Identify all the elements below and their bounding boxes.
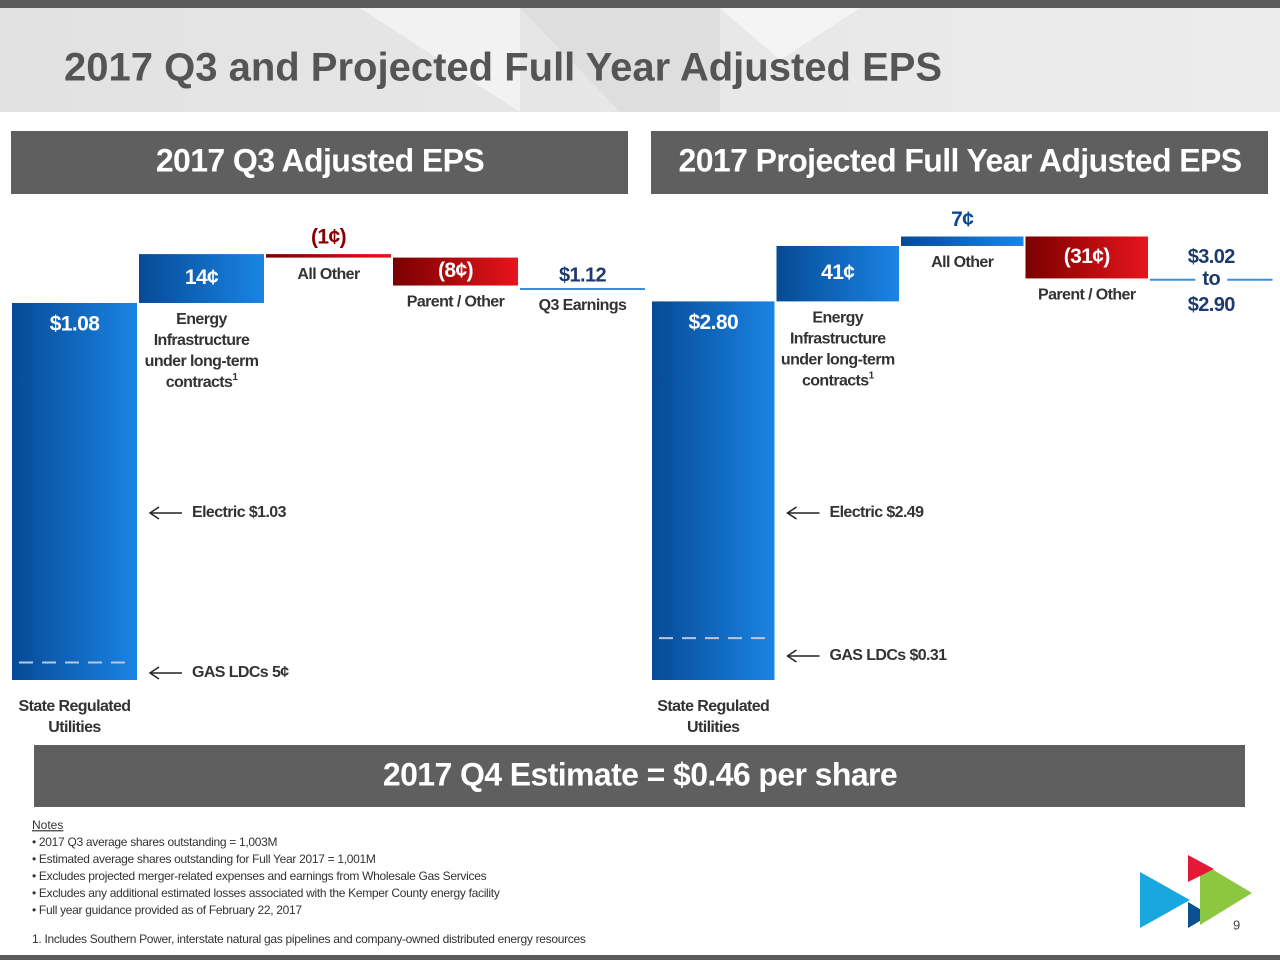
header-decor <box>360 8 520 112</box>
value-label: $1.12 <box>559 264 607 286</box>
note-item: • Excludes projected merger-related expe… <box>32 869 487 883</box>
category-label: contracts1 <box>166 372 239 391</box>
value-label: 14¢ <box>185 266 219 289</box>
logo <box>1140 872 1190 928</box>
value-label: (1¢) <box>311 226 346 249</box>
value-label: 7¢ <box>951 208 974 231</box>
chart-title: 2017 Projected Full Year Adjusted EPS <box>679 142 1242 178</box>
notes-heading: Notes <box>32 818 63 832</box>
footnote-mark: 1 <box>232 372 238 383</box>
bar <box>393 257 518 286</box>
chart-header <box>11 131 628 194</box>
category-label: Parent / Other <box>1038 287 1136 304</box>
arrow-head <box>148 666 160 680</box>
category-label: Parent / Other <box>407 294 505 311</box>
arrow-head <box>148 506 160 520</box>
category-label: under long-term <box>145 353 259 370</box>
category-label: All Other <box>931 254 994 271</box>
chart-title: 2017 Q3 Adjusted EPS <box>156 142 485 178</box>
category-label: Utilities <box>48 719 101 736</box>
note-item: • Excludes any additional estimated loss… <box>32 886 500 900</box>
category-label: under long-term <box>781 352 895 369</box>
banner <box>34 745 1245 807</box>
category-label: All Other <box>297 266 360 283</box>
banner-text: 2017 Q4 Estimate = $0.46 per share <box>383 756 897 792</box>
note-item: • Estimated average shares outstanding f… <box>32 852 376 866</box>
value-label: $2.80 <box>688 311 738 334</box>
value-label: (31¢) <box>1064 245 1110 268</box>
value-label: 41¢ <box>821 261 855 284</box>
category-label: State Regulated <box>657 698 769 715</box>
slide-title: 2017 Q3 and Projected Full Year Adjusted… <box>64 46 942 90</box>
value-label: (8¢) <box>438 259 473 282</box>
annotation: Electric $1.03 <box>192 504 287 521</box>
arrow-head <box>786 506 797 520</box>
bar <box>12 302 137 680</box>
bar <box>1025 236 1148 279</box>
category-label: Infrastructure <box>154 332 250 349</box>
logo <box>1200 862 1252 925</box>
logo <box>1188 855 1214 882</box>
annotation: GAS LDCs 5¢ <box>192 664 289 681</box>
bar <box>652 301 775 680</box>
category-label: Energy <box>176 311 227 328</box>
header-decor <box>520 8 720 112</box>
annotation: GAS LDCs $0.31 <box>830 647 948 664</box>
category-label: Energy <box>812 310 863 327</box>
logo <box>1188 902 1210 928</box>
bar <box>776 245 899 302</box>
range-label: $2.90 <box>1188 294 1236 316</box>
range-word: to <box>1202 268 1220 290</box>
range-label: $3.02 <box>1188 246 1236 268</box>
note-item: • 2017 Q3 average shares outstanding = 1… <box>32 835 278 849</box>
bar <box>139 254 264 303</box>
category-label: State Regulated <box>19 698 131 715</box>
note-item: • Full year guidance provided as of Febr… <box>32 903 302 917</box>
header-decor <box>720 8 860 60</box>
category-label: Utilities <box>687 719 740 736</box>
bottom-stripe <box>0 955 1280 960</box>
bar <box>901 236 1024 246</box>
value-label: $1.08 <box>50 313 100 336</box>
top-stripe <box>0 0 1280 8</box>
annotation: Electric $2.49 <box>830 504 925 521</box>
arrow-head <box>786 649 797 663</box>
category-label: Infrastructure <box>790 331 886 348</box>
category-label: Q3 Earnings <box>539 297 627 314</box>
bar <box>266 254 391 258</box>
category-label: contracts1 <box>802 371 875 390</box>
footnote: 1. Includes Southern Power, interstate n… <box>32 932 586 946</box>
page-number: 9 <box>1233 917 1240 932</box>
footnote-mark: 1 <box>869 371 875 382</box>
chart-header <box>651 131 1268 194</box>
